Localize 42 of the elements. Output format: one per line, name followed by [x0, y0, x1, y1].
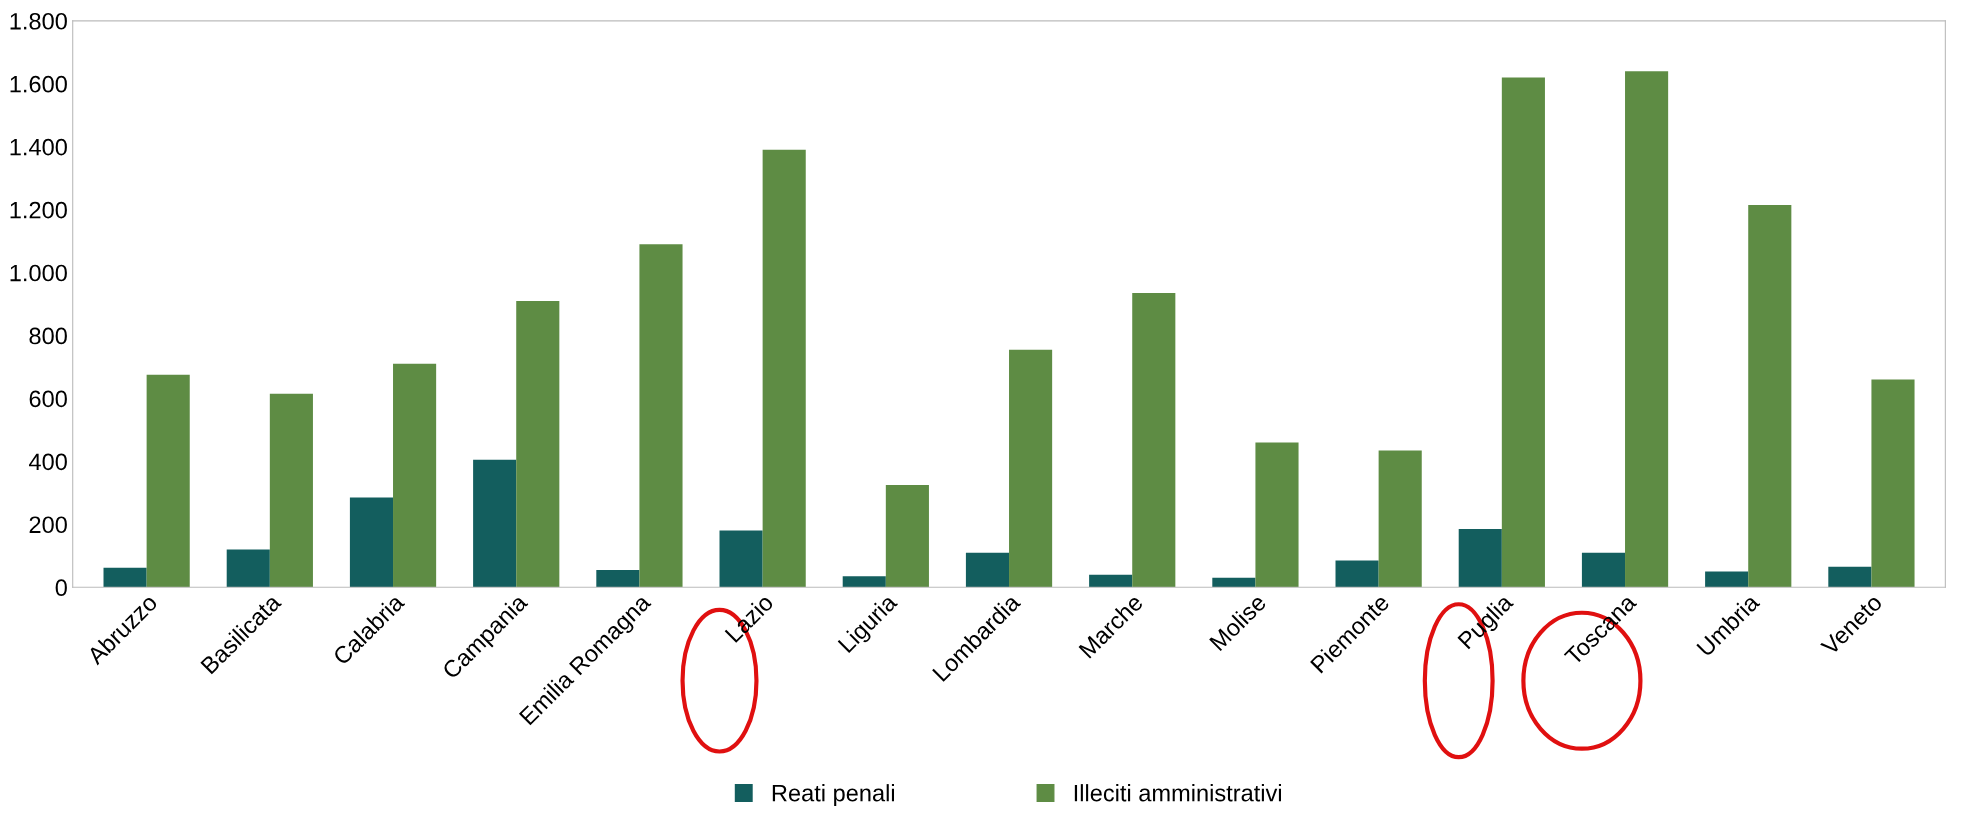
y-tick-label: 200: [29, 516, 67, 534]
bar: [1089, 574, 1133, 588]
bar: [639, 244, 683, 588]
bar: [1581, 552, 1626, 588]
y-tick-label: 1.600: [10, 75, 67, 93]
bar: [885, 484, 929, 588]
y-tick-label: 0: [55, 579, 67, 597]
bar: [1212, 577, 1256, 588]
y-tick-label: 600: [29, 390, 67, 408]
bar: [103, 567, 147, 588]
bar: [393, 363, 437, 588]
bar: [146, 374, 190, 588]
bar: [1335, 560, 1379, 588]
bar: [1625, 71, 1669, 588]
y-tick-label: 1.400: [10, 138, 67, 156]
y-tick-label: 1.000: [10, 264, 67, 282]
bar: [1255, 442, 1299, 588]
bar: [1009, 349, 1053, 588]
legend-label: Reati penali: [772, 784, 895, 807]
bar: [269, 393, 313, 588]
bar: [1705, 571, 1749, 588]
y-tick-label: 1.200: [10, 201, 67, 219]
bar: [226, 549, 270, 588]
bar: [473, 459, 517, 588]
bar: [349, 497, 394, 588]
bar: [762, 149, 806, 588]
bar: [1748, 204, 1792, 588]
bar: [1458, 529, 1502, 588]
legend-label: Illeciti amministrativi: [1074, 784, 1281, 802]
bar: [596, 569, 640, 588]
bar: [719, 530, 763, 588]
bar: [1378, 450, 1422, 588]
bar: [516, 300, 560, 588]
bar: [842, 576, 886, 588]
y-tick-label: 800: [29, 327, 67, 345]
bar: [1871, 379, 1915, 588]
bar: [1132, 293, 1176, 588]
y-tick-label: 400: [29, 453, 67, 471]
bar: [1501, 77, 1545, 588]
y-tick-label: 1.800: [10, 12, 67, 30]
bar: [965, 552, 1010, 588]
bar: [1828, 566, 1872, 588]
